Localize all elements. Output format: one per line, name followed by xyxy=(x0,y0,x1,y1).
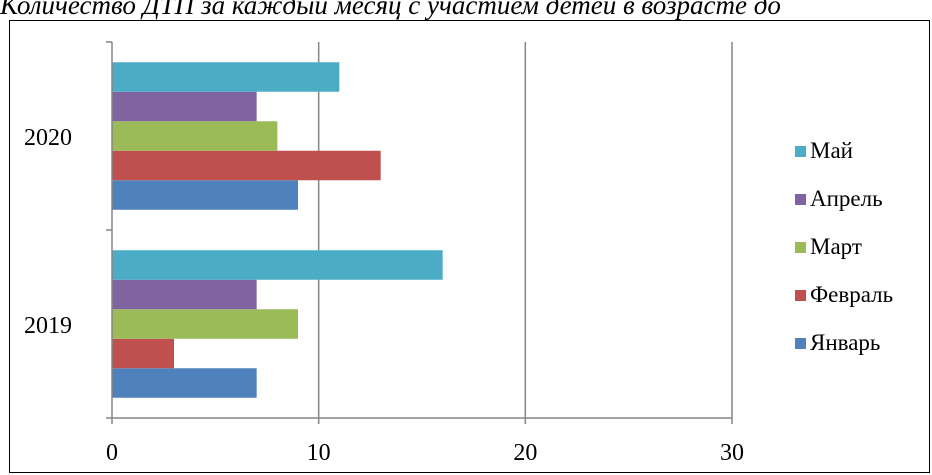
legend-swatch xyxy=(795,290,806,301)
y-tick-label: 2019 xyxy=(24,313,72,339)
x-tick-label: 10 xyxy=(307,440,331,466)
legend-label: Март xyxy=(810,234,862,259)
legend-swatch xyxy=(795,242,806,253)
bar-2019-Январь xyxy=(112,368,257,398)
bar-2020-Апрель xyxy=(112,91,257,122)
bar-2020-Май xyxy=(112,62,340,92)
bar-2019-Май xyxy=(112,250,443,280)
chart-title: Количество ДТП за каждый месяц с участие… xyxy=(0,0,781,20)
bar-2020-Февраль xyxy=(112,150,381,181)
legend-label: Май xyxy=(810,138,853,163)
x-tick-label: 20 xyxy=(513,440,537,466)
gridlines xyxy=(317,42,733,418)
legend-swatch xyxy=(795,194,806,205)
legend-label: Январь xyxy=(810,330,881,355)
bar-2019-Апрель xyxy=(112,279,257,310)
chart-frame xyxy=(9,20,930,473)
bar-2019-Февраль xyxy=(112,338,174,369)
legend-label: Февраль xyxy=(810,282,894,307)
legend-swatch xyxy=(795,146,806,157)
legend-swatch xyxy=(795,338,806,349)
x-tick-label: 30 xyxy=(720,440,744,466)
bar-2020-Март xyxy=(112,121,278,151)
bar-2019-Март xyxy=(112,309,298,339)
axes xyxy=(106,41,733,424)
bars xyxy=(112,62,443,398)
x-tick-label: 0 xyxy=(106,440,118,466)
bar-2020-Январь xyxy=(112,180,298,210)
tick-labels: 0 10 20 30 2019 2020 xyxy=(24,125,744,466)
y-tick-label: 2020 xyxy=(24,125,72,151)
legend-label: Апрель xyxy=(810,186,883,211)
